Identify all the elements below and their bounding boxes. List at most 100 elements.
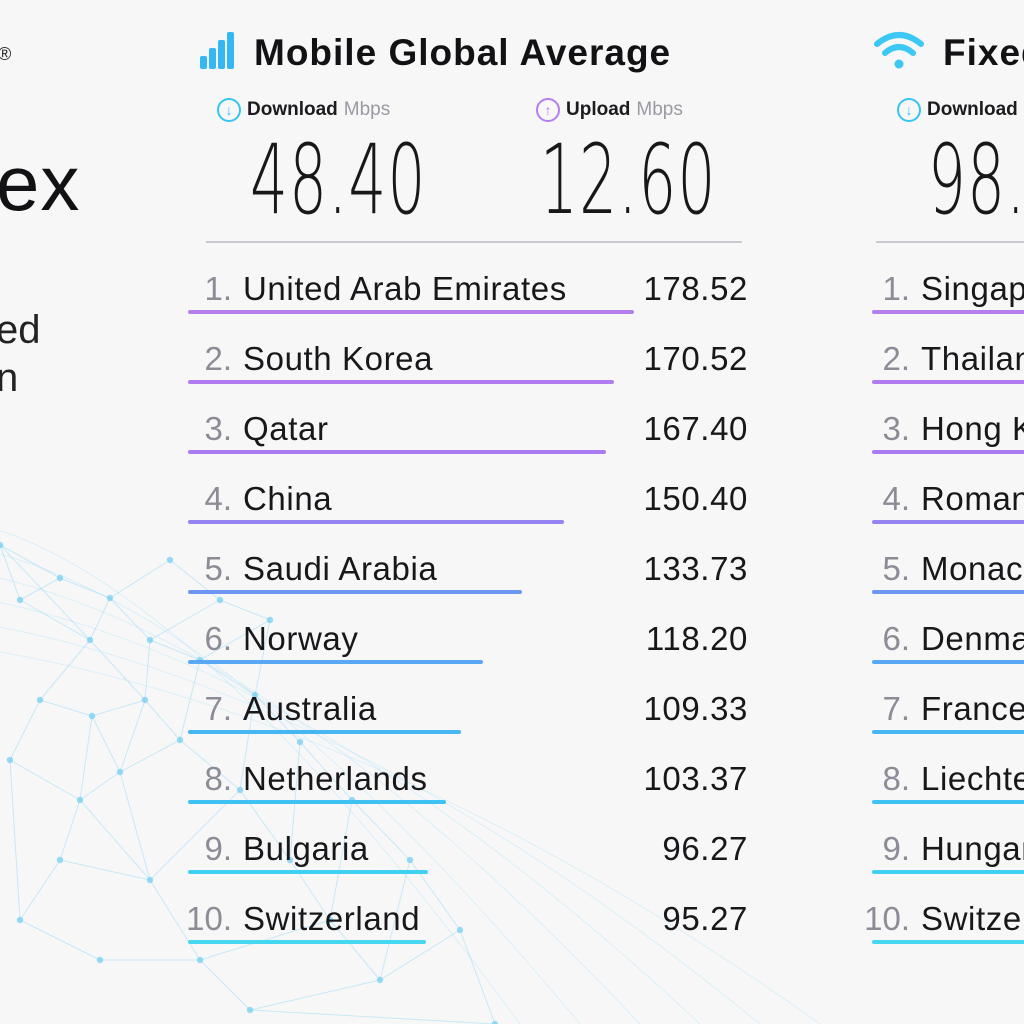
rank-number: 5.: [204, 550, 232, 587]
mobile-upload-value: 12.60: [540, 124, 717, 236]
speed-bar: [872, 380, 1024, 384]
ranking-row: 8. Liechte: [0, 760, 1024, 830]
ranking-row: 7. France: [0, 690, 1024, 760]
ranking-row: 10. Switzer: [0, 900, 1024, 970]
mobile-download-label: ↓ Download Mbps: [217, 98, 390, 122]
rank-number: 4.: [882, 480, 910, 517]
speed-value: 118.20: [645, 620, 748, 657]
rank-number: 4.: [204, 480, 232, 517]
ranking-row: 9. Bulgaria 96.27: [0, 830, 1024, 900]
download-label-text: Download: [247, 99, 338, 120]
country-name: Hong K: [921, 410, 1024, 447]
ranking-row: 10. Switzerland 95.27: [0, 900, 1024, 970]
rank-number: 10.: [864, 900, 910, 937]
download-unit: Mbps: [343, 99, 391, 120]
ranking-row: 3. Hong K: [0, 410, 1024, 480]
brand-wordmark: ex: [0, 139, 81, 227]
speed-bar: [188, 590, 522, 594]
ranking-row: 2. South Korea 170.52: [0, 340, 1024, 410]
rank-number: 7.: [882, 690, 910, 727]
rank-number: 9.: [882, 830, 910, 867]
country-name: Singapo: [921, 270, 1024, 307]
speed-value: 178.52: [643, 270, 748, 307]
country-name: Liechte: [921, 760, 1024, 797]
speed-bar: [872, 310, 1024, 314]
country-name: Thailan: [921, 340, 1024, 377]
speed-bar: [872, 450, 1024, 454]
network-node: [376, 976, 384, 984]
ranking-row: 5. Saudi Arabia 133.73: [0, 550, 1024, 620]
ranking-row: 2. Thailan: [0, 340, 1024, 410]
network-line: [249, 1009, 496, 1024]
mobile-divider: [206, 241, 742, 243]
mobile-title: Mobile Global Average: [254, 31, 672, 73]
ranking-row: 6. Norway 118.20: [0, 620, 1024, 690]
rank-number: 6.: [882, 620, 910, 657]
fixed-divider: [876, 241, 1024, 243]
rank-number: 8.: [882, 760, 910, 797]
upload-label-text: Upload: [566, 99, 631, 120]
speed-bar: [872, 940, 1024, 944]
speed-bar: [188, 660, 483, 664]
rank-number: 2.: [882, 340, 910, 377]
speed-value: 96.27: [662, 830, 748, 867]
speed-value: 133.73: [643, 550, 748, 587]
speed-bar: [188, 730, 461, 734]
ranking-row: 3. Qatar 167.40: [0, 410, 1024, 480]
speed-bar: [188, 380, 614, 384]
speed-bar: [188, 940, 426, 944]
rank-number: 2.: [204, 340, 232, 377]
fixed-download-value: 98.: [928, 124, 1024, 236]
ranking-row: 4. China 150.40: [0, 480, 1024, 550]
rank-number: 8.: [204, 760, 232, 797]
brand-subtitle-line-1: ed: [0, 308, 41, 352]
speed-bar: [872, 870, 1024, 874]
rank-number: 3.: [204, 410, 232, 447]
fixed-download-label-text: Download: [927, 99, 1018, 120]
ranking-row: 1. United Arab Emirates 178.52: [0, 270, 1024, 340]
speed-value: 109.33: [643, 690, 748, 727]
country-name: France: [921, 690, 1024, 727]
country-name: China: [243, 480, 333, 517]
speed-bar: [872, 590, 1024, 594]
country-name: Saudi Arabia: [243, 550, 438, 587]
speed-value: 150.40: [643, 480, 748, 517]
speed-value: 103.37: [643, 760, 748, 797]
mobile-header: Mobile Global Average: [198, 30, 671, 75]
rank-number: 9.: [204, 830, 232, 867]
country-name: Qatar: [243, 410, 329, 447]
mobile-download-value: 48.40: [250, 124, 427, 236]
signal-bars-icon: [198, 30, 236, 75]
rank-number: 10.: [186, 900, 232, 937]
network-node: [246, 1006, 254, 1014]
ranking-row: 9. Hungar: [0, 830, 1024, 900]
speed-value: 167.40: [643, 410, 748, 447]
country-name: South Korea: [243, 340, 434, 377]
country-name: Netherlands: [243, 760, 428, 797]
ranking-row: 7. Australia 109.33: [0, 690, 1024, 760]
ranking-row: 8. Netherlands 103.37: [0, 760, 1024, 830]
country-name: Monaco: [921, 550, 1024, 587]
brand-subtitle-line-2: n: [0, 356, 19, 400]
country-name: Switzer: [921, 900, 1024, 937]
rank-number: 5.: [882, 550, 910, 587]
speed-bar: [872, 800, 1024, 804]
country-name: Hungar: [921, 830, 1024, 867]
country-name: Denma: [921, 620, 1024, 657]
speed-bar: [188, 870, 428, 874]
rank-number: 1.: [882, 270, 910, 307]
speed-bar: [188, 520, 564, 524]
speed-bar: [872, 730, 1024, 734]
ranking-row: 5. Monaco: [0, 550, 1024, 620]
upload-arrow-icon: ↑: [536, 98, 560, 122]
download-arrow-icon: ↓: [897, 98, 921, 122]
download-arrow-icon: ↓: [217, 98, 241, 122]
rank-number: 1.: [204, 270, 232, 307]
speed-bar: [188, 310, 634, 314]
network-line: [249, 979, 381, 1011]
country-name: United Arab Emirates: [243, 270, 567, 307]
country-name: Bulgaria: [243, 830, 369, 867]
fixed-title: Fixed: [943, 31, 1024, 73]
wifi-icon: [873, 30, 925, 75]
country-name: Switzerland: [243, 900, 421, 937]
